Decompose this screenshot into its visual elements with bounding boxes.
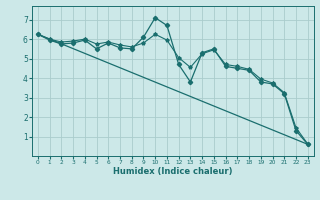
X-axis label: Humidex (Indice chaleur): Humidex (Indice chaleur) (113, 167, 233, 176)
